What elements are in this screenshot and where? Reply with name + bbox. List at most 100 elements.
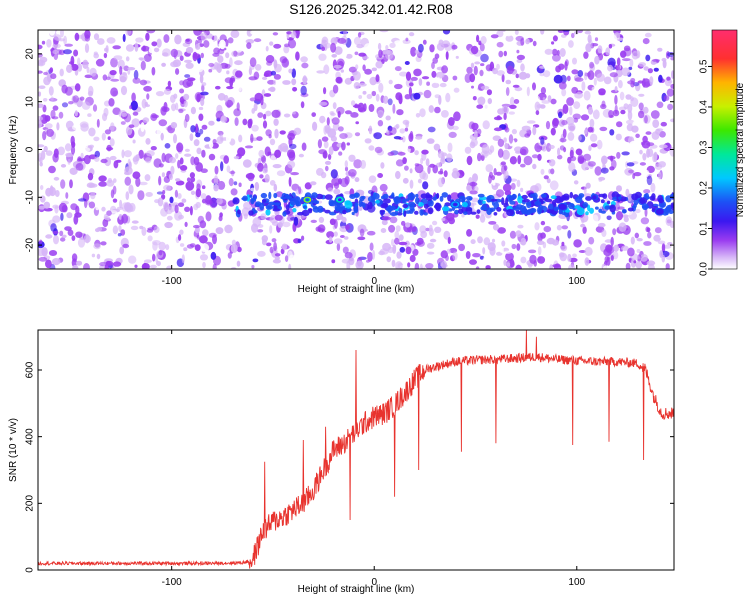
- spectrogram-cell: [95, 58, 105, 67]
- spectrogram-cell: [173, 93, 178, 99]
- carrier-band-cell: [406, 198, 410, 202]
- spectrogram-cell: [246, 42, 252, 49]
- spectrogram-cell: [201, 82, 207, 87]
- spectrogram-cell: [202, 229, 209, 237]
- spectrogram-cell: [233, 156, 240, 160]
- carrier-band-cell: [272, 208, 281, 212]
- spectrogram-cell: [67, 229, 74, 236]
- spectrogram-cell: [405, 37, 409, 42]
- spectrogram-cell: [203, 136, 211, 142]
- carrier-band-cell: [454, 209, 459, 215]
- spectrogram-cell: [121, 112, 128, 117]
- spectrogram-cell: [352, 71, 361, 81]
- spectrogram-cell: [199, 254, 209, 261]
- spectrogram-cell: [616, 151, 621, 159]
- spectrogram-cell: [540, 87, 547, 95]
- spectrogram-cell: [54, 34, 62, 41]
- spectrogram-cell: [336, 243, 341, 251]
- spectrogram-cell: [139, 57, 146, 62]
- spectrogram-cell: [61, 234, 67, 238]
- spectrogram-cell: [282, 145, 289, 153]
- spectrogram-cell: [269, 138, 276, 146]
- spectrogram-cell: [659, 144, 668, 149]
- spectrogram-cell: [201, 84, 205, 92]
- spectrogram-cell: [480, 36, 487, 45]
- carrier-band-cell: [302, 205, 307, 209]
- spectrogram-cell: [154, 199, 160, 204]
- spectrogram-cell: [151, 66, 156, 76]
- spectrogram-cell: [192, 51, 198, 62]
- spectrogram-cell: [260, 213, 267, 220]
- spectrogram-cell: [661, 254, 666, 263]
- spectrogram-cell: [480, 150, 490, 157]
- spectrogram-cell: [261, 235, 268, 243]
- spectrogram-cell: [195, 132, 201, 138]
- colorbar-tick-label: 0.2: [699, 181, 710, 195]
- spectrogram-cell: [548, 144, 555, 150]
- spectrogram-cell: [577, 135, 582, 141]
- spectrogram-cell: [106, 210, 112, 216]
- spectrogram-cell: [544, 48, 553, 55]
- spectrogram-cell: [438, 39, 444, 46]
- spectrogram-cell: [663, 244, 672, 249]
- spectrogram-cell: [156, 38, 162, 48]
- spectrogram-cell: [408, 82, 414, 87]
- spectrogram-cell: [368, 104, 375, 112]
- spectrogram-cell: [317, 139, 322, 149]
- spectrogram-cell: [83, 154, 91, 165]
- spectrogram-cell: [83, 263, 90, 269]
- spectrogram-cell: [69, 167, 78, 175]
- carrier-band-cell: [567, 202, 575, 210]
- spectrogram-cell: [321, 46, 325, 51]
- spectrogram-cell: [139, 79, 148, 86]
- spectrogram-cell: [161, 152, 166, 163]
- spectrogram-cell: [70, 135, 75, 146]
- spectrogram-cell: [38, 91, 42, 97]
- spectrogram-cell: [208, 232, 217, 238]
- spectrogram-cell: [275, 191, 284, 198]
- spectrogram-cell: [337, 37, 347, 44]
- spectrogram-cell: [200, 52, 204, 59]
- spectrogram-cell: [59, 57, 66, 64]
- carrier-peak-4: [658, 210, 662, 214]
- spectrogram-cell: [492, 223, 500, 231]
- spectrogram-cell: [553, 263, 562, 269]
- spectrogram-cell: [193, 156, 200, 166]
- spectrogram-cell: [380, 228, 387, 233]
- spectrogram-cell: [368, 125, 373, 135]
- spectrogram-cell: [226, 70, 230, 75]
- spectrogram-cell: [60, 179, 66, 189]
- spectrogram-cell: [567, 131, 575, 141]
- spectrogram-cell: [84, 74, 93, 79]
- carrier-band-cell: [550, 195, 557, 200]
- spectrogram-cell: [262, 76, 268, 80]
- spectrogram-cell: [53, 235, 59, 245]
- carrier-band-cell: [589, 207, 594, 214]
- spectrogram-cell: [393, 136, 402, 140]
- carrier-band-cell: [639, 197, 648, 205]
- spectrogram-cell: [215, 227, 224, 235]
- spectrogram-cell: [447, 236, 451, 244]
- spectrogram-cell: [353, 159, 363, 169]
- spectrogram-cell: [621, 60, 626, 67]
- spectrogram-cell: [575, 148, 583, 156]
- spectrogram-cell: [252, 258, 259, 263]
- spectrogram-cell: [496, 63, 500, 70]
- spectrogram-cell: [145, 138, 151, 145]
- spectrogram-cell: [52, 105, 59, 111]
- carrier-band-cell: [505, 197, 509, 206]
- spectrogram-cell: [268, 134, 272, 139]
- spectrogram-cell: [399, 71, 408, 77]
- spectrogram-cell: [505, 252, 514, 261]
- spectrogram-cell: [254, 181, 260, 191]
- spectrogram-cell: [375, 74, 380, 83]
- spectrogram-cell: [284, 255, 289, 262]
- spectrogram-cell: [333, 231, 338, 237]
- spectrogram-cell: [414, 163, 424, 174]
- spectrogram-cell: [505, 79, 512, 85]
- spectrogram-cell: [199, 235, 208, 244]
- spectrogram-cell: [249, 57, 257, 68]
- spectrogram-cell: [378, 49, 383, 58]
- spectrogram-cell: [106, 144, 112, 152]
- carrier-band-cell: [419, 209, 424, 216]
